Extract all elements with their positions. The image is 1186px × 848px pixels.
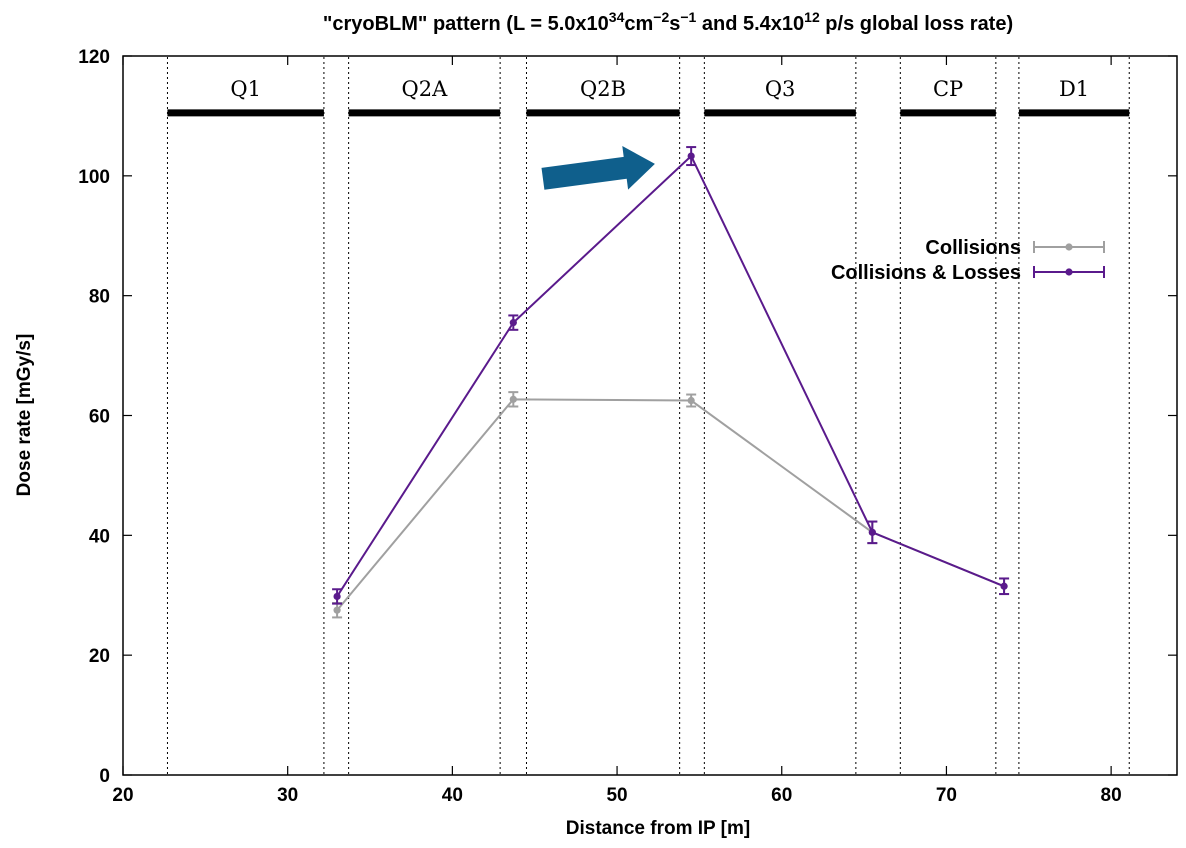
series-2-point [509, 319, 517, 327]
title-prefix: "cryoBLM" pattern (L = 5.0x10 [323, 13, 609, 35]
magnet-label-q1: Q1 [230, 77, 261, 101]
title-mid-2: s [669, 13, 680, 35]
legend-marker-1 [1065, 243, 1073, 251]
y-tick-label: 100 [78, 167, 110, 188]
y-tick-label: 80 [89, 287, 110, 308]
title-mid-3: and 5.4x10 [696, 13, 804, 35]
title-sup-4: 12 [804, 9, 820, 25]
legend: Collisions Collisions & Losses [831, 237, 1105, 284]
magnet-label-cp: CP [933, 77, 963, 101]
title-sup-2: −2 [653, 9, 669, 25]
series-1-point [509, 395, 517, 403]
x-tick-label: 40 [442, 785, 463, 806]
magnet-label-d1: D1 [1059, 77, 1089, 101]
series-1-point [333, 606, 341, 614]
legend-label-1: Collisions [925, 237, 1021, 259]
magnet-label-q3: Q3 [765, 77, 796, 101]
magnet-label-q2a: Q2A [402, 77, 449, 101]
x-tick-label: 20 [112, 785, 133, 806]
magnet-layer: Q1 Q2A Q2B Q3 CP D1 [166, 57, 1130, 775]
series-layer [332, 146, 1010, 619]
y-tick-label: 40 [89, 526, 110, 547]
x-tick-label: 30 [277, 785, 298, 806]
x-tick-label: 60 [771, 785, 792, 806]
title-suffix: p/s global loss rate) [820, 13, 1013, 35]
y-tick-label: 120 [78, 47, 110, 68]
series-1-line [336, 398, 1005, 611]
y-tick-label: 0 [99, 766, 110, 787]
title-mid-1: cm [624, 13, 653, 35]
chart-title: "cryoBLM" pattern (L = 5.0x1034cm−2s−1 a… [323, 9, 1013, 35]
magnet-label-q2b: Q2B [580, 77, 626, 101]
series-2-point [868, 528, 876, 536]
series-2-line [336, 154, 1005, 597]
legend-label-2: Collisions & Losses [831, 262, 1021, 284]
x-tick-label: 80 [1101, 785, 1122, 806]
x-axis-label: Distance from IP [m] [566, 818, 750, 839]
x-tick-label: 70 [936, 785, 957, 806]
annotation-arrow-icon [541, 146, 655, 190]
title-sup-1: 34 [609, 9, 625, 25]
title-sup-3: −1 [680, 9, 696, 25]
series-2-point [1000, 582, 1008, 590]
y-tick-label: 60 [89, 407, 110, 428]
series-2-point [333, 592, 341, 601]
y-tick-label: 20 [89, 646, 110, 667]
legend-marker-2 [1065, 268, 1073, 276]
y-axis-label: Dose rate [mGy/s] [14, 334, 35, 497]
x-tick-label: 50 [606, 785, 627, 806]
series-1-point [687, 396, 695, 405]
series-2-point [687, 152, 695, 160]
annotation-layer [541, 146, 655, 190]
